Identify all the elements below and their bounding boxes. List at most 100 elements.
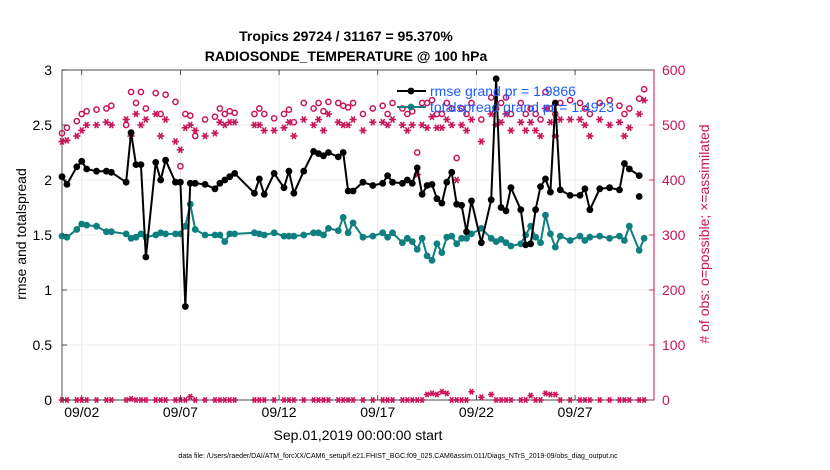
obs-possible-marker: [389, 99, 396, 107]
obs-bottom-marker: [566, 396, 574, 404]
obs-assimilated-marker: [344, 121, 352, 129]
obs-possible-marker: [458, 105, 465, 112]
obs-possible-marker: [384, 110, 391, 118]
rmse-point: [443, 178, 451, 186]
obs-bottom-marker: [468, 388, 475, 395]
rmse-point: [78, 157, 86, 165]
obs-assimilated-marker: [487, 110, 495, 118]
rmse-point: [477, 239, 485, 247]
spread-point: [586, 233, 594, 241]
obs-assimilated-marker: [620, 132, 628, 140]
rmse-point: [625, 165, 633, 173]
spread-point: [576, 232, 584, 240]
spread-point: [497, 236, 505, 243]
obs-assimilated-marker: [384, 121, 392, 129]
rmse-point: [122, 178, 130, 186]
obs-assimilated-marker: [280, 124, 288, 132]
obs-bottom-marker: [369, 396, 376, 404]
rmse-point: [389, 178, 396, 186]
obs-possible-marker: [270, 115, 278, 122]
obs-possible-marker: [606, 96, 613, 104]
rmse-point: [507, 184, 515, 192]
rmse-point: [132, 161, 140, 169]
obs-bottom-marker: [418, 396, 426, 404]
spread-point: [211, 231, 219, 239]
x-tick-label: 09/22: [459, 404, 494, 420]
spread-point: [453, 240, 461, 248]
rmse-point: [616, 186, 623, 194]
obs-assimilated-marker: [181, 124, 189, 132]
spread-point: [310, 229, 317, 237]
obs-possible-marker: [635, 95, 643, 102]
obs-bottom-marker: [522, 396, 529, 404]
obs-assimilated-marker: [78, 126, 86, 135]
rmse-point: [468, 197, 475, 205]
obs-bottom-marker: [270, 396, 278, 404]
obs-possible-marker: [616, 102, 623, 110]
rmse-point: [566, 192, 574, 199]
obs-possible-marker: [142, 105, 150, 112]
data-file-footer: data file: /Users/raeder/DAI/ATM_forcXX/…: [178, 453, 618, 460]
obs-bottom-marker: [596, 396, 603, 404]
spread-point: [320, 231, 327, 239]
rmse-point: [107, 168, 115, 176]
obs-assimilated-marker: [453, 176, 461, 184]
rmse-point: [231, 170, 239, 177]
rmse-point: [339, 149, 347, 156]
obs-possible-marker: [443, 99, 451, 107]
obs-possible-marker: [448, 105, 456, 112]
spread-point: [270, 229, 278, 237]
spread-point: [231, 230, 239, 238]
obs-possible-marker: [453, 154, 461, 162]
spread-point: [260, 231, 268, 239]
rmse-point: [635, 172, 643, 180]
rmse-point: [73, 163, 81, 171]
obs-bottom-marker: [626, 396, 633, 404]
legend-rmse-label: rmse grand pr = 1.9866: [430, 83, 576, 99]
rmse-point: [606, 184, 613, 192]
spread-point: [339, 214, 347, 221]
rmse-point: [581, 185, 589, 193]
grid: [62, 69, 654, 401]
rmse-point: [596, 185, 604, 193]
obs-bottom-marker: [552, 391, 559, 398]
spread-point: [221, 238, 229, 246]
spread-point: [107, 228, 115, 236]
obs-assimilated-marker: [132, 110, 140, 118]
spread-point: [280, 232, 288, 240]
rmse-point: [428, 181, 436, 188]
obs-possible-marker: [527, 105, 535, 112]
spread-point: [334, 227, 342, 235]
spread-point: [216, 231, 224, 239]
rmse-point: [325, 149, 332, 156]
spread-point: [359, 233, 367, 241]
rmse-point: [221, 176, 229, 184]
rmse-point: [93, 167, 100, 175]
obs-possible-marker: [186, 112, 194, 120]
obs-possible-marker: [334, 99, 342, 107]
obs-assimilated-marker: [270, 126, 278, 135]
spread-point: [463, 234, 470, 242]
spread-point: [502, 239, 510, 247]
obs-bottom-marker: [586, 396, 594, 404]
obs-assimilated-marker: [379, 118, 387, 126]
obs-assimilated-marker: [507, 126, 515, 135]
obs-assimilated-marker: [625, 124, 633, 132]
obs-bottom-marker: [187, 393, 194, 400]
obs-possible-marker: [300, 99, 308, 107]
obs-bottom-marker: [389, 396, 396, 404]
spread-point: [448, 232, 456, 240]
y-tick-label: 1.5: [33, 227, 53, 243]
obs-bottom-marker: [488, 391, 495, 398]
obs-assimilated-marker: [462, 126, 471, 135]
obs-bottom-marker: [438, 388, 446, 395]
obs-bottom-marker: [433, 391, 441, 398]
obs-possible-marker: [359, 110, 367, 118]
obs-possible-marker: [221, 110, 229, 118]
spread-point: [403, 234, 411, 242]
rmse-point: [201, 181, 209, 188]
obs-possible-marker: [413, 149, 421, 156]
spread-point: [325, 225, 332, 232]
obs-assimilated-marker: [142, 115, 150, 124]
y-tick-label: 1: [44, 282, 52, 298]
